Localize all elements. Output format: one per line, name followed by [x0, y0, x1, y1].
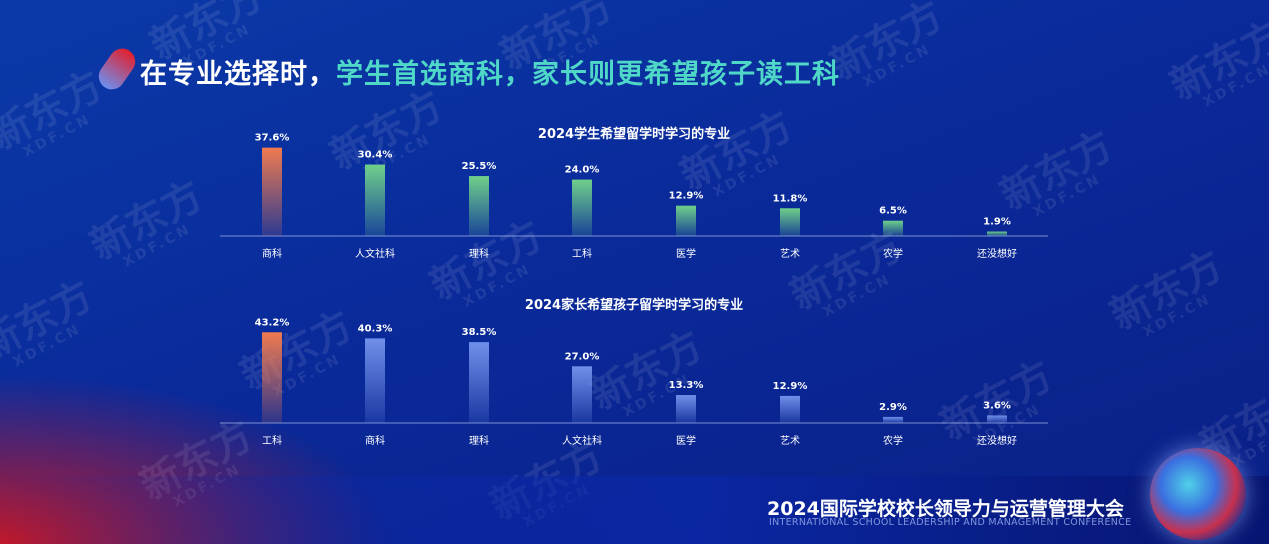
category-label: 艺术: [780, 248, 800, 260]
category-label: 工科: [262, 434, 282, 447]
page-title: 在专业选择时，学生首选商科，家长则更希望孩子读工科: [140, 52, 840, 91]
category-label: 农学: [883, 247, 903, 260]
footer-band: [0, 476, 1269, 544]
category-label: 理科: [469, 434, 489, 447]
bar: [262, 147, 282, 236]
bar: [469, 176, 489, 236]
category-label: 理科: [469, 247, 489, 260]
category-label: 商科: [365, 434, 385, 447]
bar: [676, 395, 696, 423]
data-label: 11.8%: [773, 193, 808, 204]
bar: [676, 205, 696, 236]
conference-title: 2024国际学校校长领导力与运营管理大会: [767, 498, 1124, 520]
data-label: 2.9%: [879, 402, 907, 413]
conference-subtitle: INTERNATIONAL SCHOOL LEADERSHIP AND MANA…: [769, 517, 1132, 528]
data-label: 3.6%: [983, 400, 1011, 411]
data-label: 27.0%: [565, 351, 600, 362]
data-label: 12.9%: [669, 191, 704, 202]
bar: [883, 220, 903, 236]
title-main: 在专业选择时，: [140, 59, 336, 90]
data-label: 30.4%: [358, 150, 393, 161]
category-label: 人文社科: [562, 434, 602, 447]
data-label: 24.0%: [565, 165, 600, 176]
bar: [572, 366, 592, 423]
category-label: 农学: [883, 434, 903, 447]
data-label: 38.5%: [462, 327, 497, 338]
bar: [365, 164, 385, 236]
chart-title: 2024家长希望孩子留学时学习的专业: [525, 297, 743, 313]
bar: [780, 208, 800, 236]
category-label: 医学: [676, 434, 696, 447]
bar: [780, 395, 800, 423]
data-label: 6.5%: [879, 206, 907, 217]
category-label: 工科: [572, 247, 592, 260]
bar: [572, 179, 592, 236]
data-label: 43.2%: [255, 317, 290, 328]
globe-logo-icon: [1150, 448, 1246, 540]
bar: [469, 342, 489, 423]
category-label: 还没想好: [977, 247, 1017, 260]
category-label: 还没想好: [977, 434, 1017, 447]
bar: [883, 416, 903, 423]
category-label: 商科: [262, 247, 282, 260]
data-label: 1.9%: [983, 217, 1011, 228]
data-label: 40.3%: [358, 323, 393, 334]
data-label: 25.5%: [462, 161, 497, 172]
category-label: 艺术: [780, 435, 800, 447]
category-label: 人文社科: [355, 247, 395, 260]
chart-title: 2024学生希望留学时学习的专业: [538, 126, 730, 142]
title-highlight: 学生首选商科，家长则更希望孩子读工科: [336, 59, 840, 90]
category-label: 医学: [676, 247, 696, 260]
bar: [262, 332, 282, 423]
data-label: 13.3%: [669, 380, 704, 391]
bar: [987, 231, 1007, 236]
data-label: 37.6%: [255, 133, 290, 144]
bar: [987, 415, 1007, 423]
data-label: 12.9%: [773, 381, 808, 392]
bar: [365, 338, 385, 423]
